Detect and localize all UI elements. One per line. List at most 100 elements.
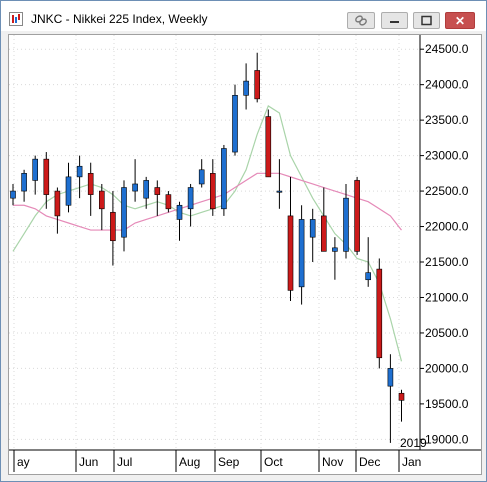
candle-body-up [276,190,283,193]
candle [54,187,61,234]
candle-body-down [354,180,360,252]
x-tick-label: Sep [218,455,240,469]
chart-app-icon [9,12,23,26]
candle [298,205,305,305]
x-tick-label: Jun [79,455,98,469]
candle-body-down [287,215,294,291]
candle-body-up [187,187,194,210]
candle-body-down [99,190,105,210]
candle-body-down [210,173,216,210]
candle [320,187,327,252]
y-tick-label: 23000.0 [425,149,469,163]
x-tick-label: ay [17,455,30,469]
candle [32,155,39,195]
candle [187,183,194,227]
candle [387,354,394,443]
candle [365,237,372,287]
candle [76,155,83,199]
candle-body-up [332,247,338,252]
candlestick-chart[interactable]: 24500.0 24000.0 23500.0 23000.0 22500.0 22000… [9,35,481,474]
fast-ma-line [12,105,403,362]
candle-body-up [32,158,39,181]
y-tick-label: 19000.0 [425,432,469,446]
moving-average-lines [12,105,403,362]
candle-body-up [298,219,305,288]
candle-body-down [376,268,383,359]
y-tick-label: 21500.0 [425,255,469,269]
candle-body-down [165,194,172,210]
maximize-button[interactable] [413,12,440,29]
candle [65,162,72,213]
y-tick-label: 19500.0 [425,397,469,411]
y-tick-label: 24500.0 [425,42,469,56]
x-tick-label: Jul [117,455,132,469]
candle [398,389,405,422]
candle-body-down [87,173,94,195]
candle-body-down [110,212,116,242]
x-tick-label: Aug [179,455,200,469]
candle [99,183,105,231]
minimize-icon [390,21,399,23]
candle [276,159,283,209]
candle [343,183,349,259]
candle [210,159,216,216]
candle [221,144,227,216]
candle-body-down [254,70,260,100]
candle-body-up [387,368,394,387]
candle [165,191,172,213]
candle-body-down [265,116,272,178]
x-tick-label: Dec [359,455,380,469]
y-tick-label: 20500.0 [425,326,469,340]
close-icon: ✕ [455,14,465,28]
slow-ma-line [13,172,402,231]
candle [287,176,294,302]
maximize-icon [421,15,432,26]
candle [243,63,249,110]
candle-body-up [365,272,372,281]
chart-area[interactable]: 24500.0 24000.0 23500.0 23000.0 22500.0 22000… [8,34,482,475]
svg-text:✕: ✕ [455,14,465,28]
candle [10,183,16,206]
candle [232,84,238,156]
y-tick-label: 23500.0 [425,113,469,127]
candle-body-down [320,215,327,252]
candle [254,52,260,103]
candle [309,208,316,263]
x-tick-label: Nov [322,455,343,469]
y-tick-label: 22000.0 [425,220,469,234]
y-tick-label: 20000.0 [425,361,469,375]
candle [376,258,383,369]
candle-body-up [309,219,316,238]
candle-body-down [54,190,61,217]
y-axis: 24500.0 24000.0 23500.0 23000.0 22500.0 22000… [420,42,469,446]
candle-body-down [398,392,405,401]
candle [154,180,161,216]
candle-body-up [232,94,238,153]
candle [265,109,272,178]
candles [10,52,405,443]
minimize-button[interactable] [381,12,408,29]
candle [143,176,149,209]
y-tick-label: 22500.0 [425,184,469,198]
candle [332,237,338,280]
link-button[interactable] [347,12,375,29]
candle [43,152,50,209]
candle-body-up [10,190,16,199]
x-axis: ay Jun Jul Aug Sep Oct Nov Dec Jan [13,450,421,472]
x-tick-label: Jan [402,455,421,469]
chart-grid [9,35,420,450]
candle-body-up [221,148,227,210]
year-label: 2019 [400,436,427,450]
candle [21,169,27,202]
candle-body-up [143,180,149,199]
candle-body-up [21,173,27,192]
title-bar[interactable]: JNKC - Nikkei 225 Index, Weekly ✕ [1,1,486,31]
candle-body-down [154,187,161,195]
candle [198,159,205,188]
candle-body-down [43,158,50,195]
close-button[interactable]: ✕ [445,12,475,29]
candle [110,191,116,266]
y-tick-label: 21000.0 [425,290,469,304]
candle [87,162,94,216]
